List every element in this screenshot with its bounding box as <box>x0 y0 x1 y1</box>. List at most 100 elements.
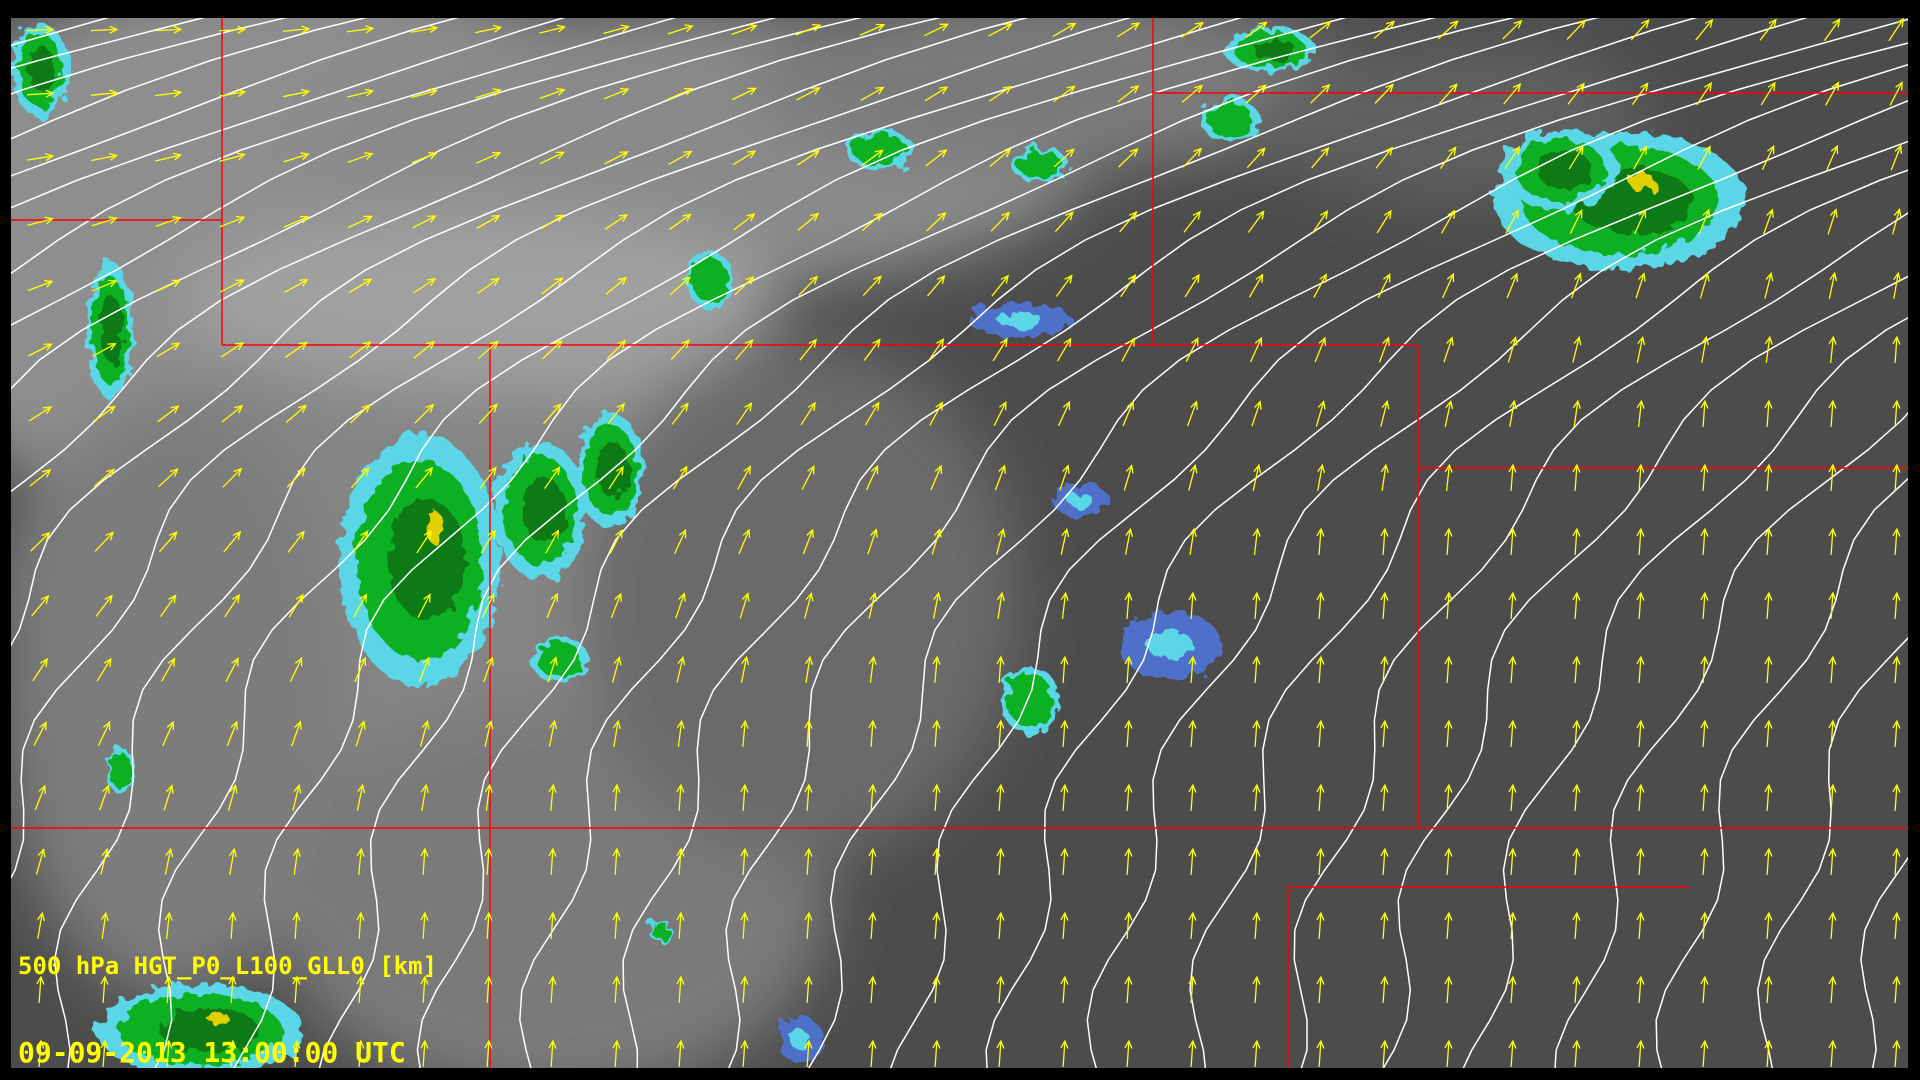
wind-arrow <box>484 719 494 747</box>
wind-arrow <box>1891 208 1902 235</box>
wind-arrow <box>732 87 758 101</box>
wind-arrow <box>1892 975 1901 1004</box>
wind-arrow <box>228 975 237 1004</box>
wind-arrow <box>804 655 813 683</box>
wind-arrow <box>676 1039 685 1068</box>
wind-arrow <box>284 278 309 293</box>
wind-arrow <box>412 215 437 229</box>
wind-arrow <box>548 911 557 940</box>
wind-arrow <box>1188 655 1197 684</box>
wind-arrow <box>1056 337 1072 362</box>
wind-arrow <box>1634 208 1647 235</box>
wind-arrow <box>1124 975 1133 1004</box>
wind-arrow <box>1183 210 1201 233</box>
wind-arrow <box>1636 719 1645 748</box>
wind-arrow <box>220 279 245 293</box>
wind-arrow <box>668 150 693 165</box>
wind-arrow <box>27 280 54 292</box>
wind-arrow <box>1060 911 1069 940</box>
wind-arrow <box>91 279 118 292</box>
radar-echo <box>1502 129 1618 211</box>
wind-arrow <box>288 593 304 618</box>
wind-arrow <box>738 528 751 555</box>
wind-arrow <box>1182 147 1203 168</box>
wind-arrow <box>796 149 821 166</box>
height-contour <box>53 18 1243 1068</box>
wind-arrow <box>1567 82 1585 105</box>
wind-arrow <box>1380 719 1389 748</box>
wind-arrow <box>610 592 622 619</box>
wind-arrow <box>545 529 560 554</box>
wind-arrow <box>1444 719 1453 748</box>
wind-arrow <box>1380 911 1389 940</box>
wind-arrow <box>93 468 115 487</box>
wind-arrow <box>420 975 429 1004</box>
wind-arrow <box>355 720 366 747</box>
wind-arrow <box>992 337 1008 362</box>
wind-arrow <box>676 719 685 747</box>
wind-arrow <box>804 719 813 748</box>
wind-arrow <box>1316 1039 1325 1068</box>
wind-arrow <box>228 1039 237 1068</box>
wind-arrow <box>932 783 941 812</box>
wind-arrow <box>1060 1039 1069 1068</box>
wind-arrow <box>292 847 301 875</box>
wind-arrow <box>1827 208 1838 235</box>
wind-arrow <box>859 23 886 36</box>
wind-arrow <box>798 275 819 296</box>
wind-arrow <box>1252 719 1261 748</box>
wind-arrow <box>92 405 116 422</box>
wind-arrow <box>868 591 878 619</box>
wind-arrow <box>1636 911 1645 940</box>
wind-arrow <box>1697 145 1711 170</box>
height-contour <box>890 63 1908 1068</box>
wind-arrow <box>1572 1039 1581 1068</box>
wind-arrow <box>539 24 567 34</box>
wind-arrow <box>351 530 369 553</box>
height-contour <box>622 18 1808 1068</box>
radar-echo <box>339 433 501 687</box>
wind-arrow <box>1121 337 1135 362</box>
wind-arrow <box>1053 85 1076 103</box>
wind-arrow <box>163 784 174 811</box>
wind-arrow <box>989 148 1012 167</box>
wind-arrow <box>996 527 1006 555</box>
wind-arrow <box>1764 399 1773 428</box>
wind-arrow <box>740 847 749 876</box>
wind-arrow <box>1764 271 1774 299</box>
wind-arrow <box>228 911 237 940</box>
wind-arrow <box>804 591 814 619</box>
wind-arrow <box>541 277 564 295</box>
wind-arrow <box>927 274 946 297</box>
wind-arrow <box>605 276 628 295</box>
wind-arrow <box>356 847 365 876</box>
wind-arrow <box>1636 527 1645 556</box>
wind-arrow <box>1316 591 1325 620</box>
wind-arrow <box>548 1039 557 1068</box>
wind-arrow <box>1828 1039 1837 1068</box>
wind-arrow <box>1700 655 1709 684</box>
wind-arrow <box>1124 719 1133 748</box>
wind-arrow <box>804 783 813 812</box>
wind-arrow <box>1060 719 1069 748</box>
wind-arrow <box>996 847 1005 876</box>
wind-arrow <box>1124 1039 1133 1068</box>
wind-arrow <box>95 594 113 617</box>
wind-arrow <box>734 276 755 296</box>
wind-arrow <box>868 911 877 940</box>
wind-arrow <box>737 465 751 490</box>
wind-arrow <box>1317 463 1326 491</box>
wind-arrow <box>100 847 110 875</box>
wind-arrow <box>804 911 813 940</box>
wind-arrow <box>92 342 117 357</box>
wind-arrow <box>1508 719 1517 748</box>
wind-arrow <box>155 89 183 98</box>
wind-arrow <box>1764 1039 1773 1068</box>
radar-echo <box>87 261 133 399</box>
wind-arrow <box>1380 783 1389 812</box>
wind-arrow <box>1636 975 1645 1004</box>
wind-arrow <box>612 847 621 876</box>
wind-arrow <box>539 151 566 165</box>
wind-arrow <box>1380 975 1389 1004</box>
wind-arrow <box>1252 463 1262 491</box>
